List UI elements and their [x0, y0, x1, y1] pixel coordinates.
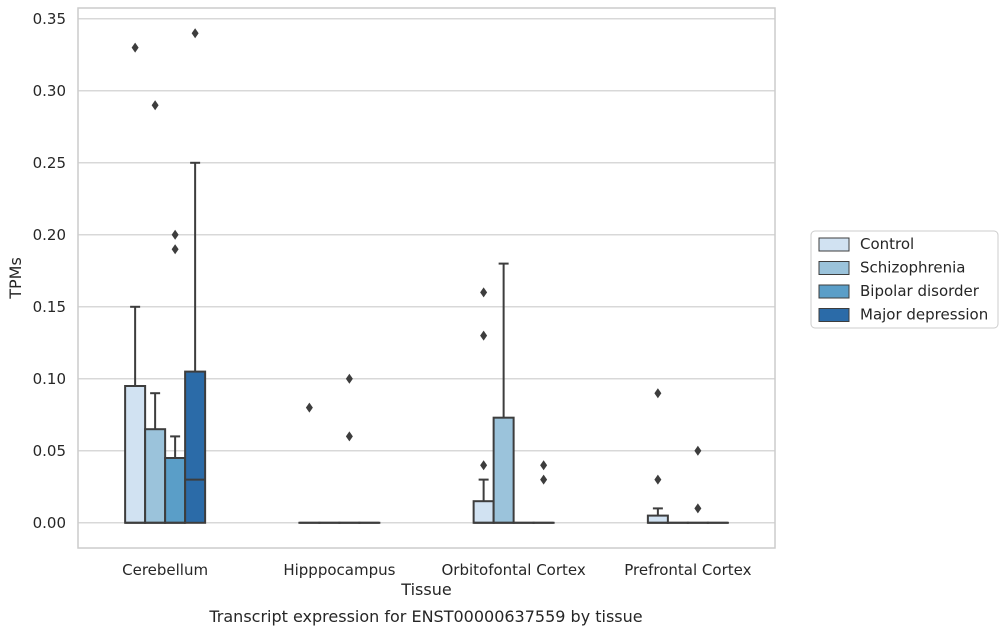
box-group: [646, 388, 669, 524]
y-tick-label: 0.20: [33, 226, 66, 244]
y-tick-labels: 0.00 0.05 0.10 0.15 0.20 0.25 0.30 0.35: [33, 10, 66, 532]
box-plots: [124, 28, 729, 524]
outlier-point: [345, 373, 353, 384]
outlier-point: [151, 100, 159, 111]
box-group: [144, 100, 167, 524]
outlier-point: [131, 42, 139, 53]
outlier-point: [540, 460, 548, 471]
box-group: [184, 28, 207, 524]
x-axis-label: Tissue: [400, 580, 451, 599]
outlier-point: [171, 229, 179, 240]
legend-swatch: [818, 284, 850, 299]
plot-frame: [77, 7, 776, 549]
y-tick-label: 0.15: [33, 298, 66, 316]
outlier-point: [480, 287, 488, 298]
x-tick-label: Orbitofontal Cortex: [442, 561, 586, 579]
y-axis-label: TPMs: [6, 257, 25, 300]
y-tick-label: 0.10: [33, 370, 66, 388]
legend-frame: [810, 230, 999, 329]
outlier-point: [345, 431, 353, 442]
box: [144, 428, 167, 524]
legend-label: Control: [860, 235, 914, 253]
chart-caption: Transcript expression for ENST0000063755…: [208, 607, 642, 626]
box: [124, 385, 147, 524]
outlier-point: [694, 445, 702, 456]
box-group: [338, 373, 361, 524]
legend-swatch: [818, 261, 850, 275]
y-tick-label: 0.05: [33, 442, 66, 460]
outlier-point: [480, 330, 488, 341]
legend-label: Major depression: [860, 306, 988, 324]
gridlines: [78, 18, 775, 524]
x-tick-label: Prefrontal Cortex: [624, 561, 751, 579]
outlier-point: [654, 388, 662, 399]
outlier-point: [694, 503, 702, 514]
outlier-point: [305, 402, 313, 413]
box-group: [472, 287, 495, 524]
outlier-point: [654, 474, 662, 485]
y-tick-label: 0.35: [33, 10, 66, 28]
box: [472, 500, 495, 524]
legend: Control Schizophrenia Bipolar disorder Majo…: [810, 230, 999, 329]
outlier-point: [191, 28, 199, 39]
legend-swatch: [818, 237, 850, 252]
box: [164, 457, 187, 524]
x-tick-label: Cerebellum: [122, 561, 208, 579]
box-group: [492, 262, 515, 524]
x-tick-labels: Cerebellum Hipppocampus Orbitofontal Corte…: [122, 561, 751, 579]
outlier-point: [540, 474, 548, 485]
box: [184, 370, 207, 524]
y-tick-label: 0.00: [33, 514, 66, 532]
legend-label: Bipolar disorder: [860, 282, 980, 300]
outlier-point: [171, 244, 179, 255]
box-group: [686, 445, 709, 524]
x-tick-label: Hipppocampus: [283, 561, 395, 579]
y-tick-label: 0.30: [33, 82, 66, 100]
legend-swatch: [818, 308, 850, 322]
box: [492, 416, 515, 524]
legend-label: Schizophrenia: [860, 259, 965, 277]
box-group: [298, 402, 321, 524]
box-group: [124, 42, 147, 524]
box: [646, 514, 669, 524]
box-group: [164, 229, 187, 524]
y-tick-label: 0.25: [33, 154, 66, 172]
outlier-point: [480, 460, 488, 471]
box-group: [532, 460, 555, 524]
